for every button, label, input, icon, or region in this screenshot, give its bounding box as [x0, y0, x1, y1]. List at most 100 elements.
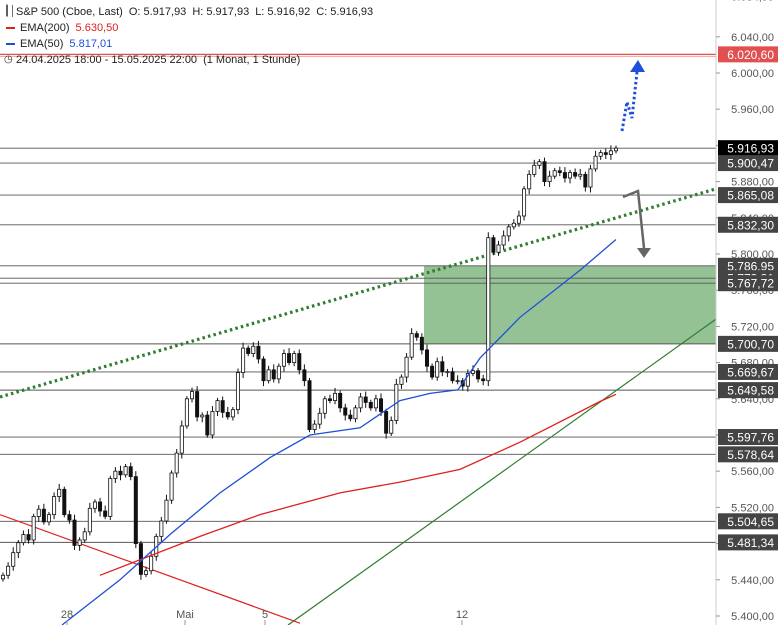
candle	[532, 159, 537, 178]
candle	[593, 150, 598, 172]
candlestick-icon: ┃│	[4, 6, 17, 17]
level-badge-bg	[718, 257, 778, 274]
candle	[261, 356, 266, 387]
candle	[26, 529, 31, 544]
candle	[537, 158, 542, 169]
candle-body	[333, 392, 338, 402]
candle-body	[522, 188, 527, 217]
candle	[435, 357, 440, 381]
candle-body	[108, 478, 113, 517]
down-projection-arrow	[622, 189, 651, 258]
x-tick-label: 12	[456, 609, 468, 621]
level-badge: 5.669,67	[718, 363, 778, 380]
candle	[399, 374, 404, 389]
trendline-dotted-support	[0, 187, 717, 399]
candle-body	[266, 369, 271, 382]
price-axis-background	[716, 0, 780, 625]
y-tick-label: 5.440,00	[731, 575, 774, 587]
candle	[205, 411, 210, 438]
candle	[123, 463, 128, 478]
candle-body	[174, 452, 179, 474]
candle-body	[578, 173, 583, 177]
candle-body	[430, 365, 435, 378]
candle	[389, 416, 394, 436]
candle	[404, 353, 409, 383]
y-tick-label: 6.040,00	[731, 32, 774, 44]
candle-body	[241, 347, 246, 373]
candle	[527, 170, 532, 195]
candle	[297, 349, 302, 375]
candle-body	[103, 510, 108, 517]
level-badge: 5.865,08	[718, 187, 778, 204]
level-badge-label: 5.832,30	[727, 218, 774, 232]
candle-body	[598, 152, 603, 157]
symbol-name[interactable]: S&P 500 (Cboe, Last)	[16, 6, 123, 18]
candle-body	[593, 155, 598, 170]
level-badge-bg	[718, 534, 778, 551]
candle	[424, 344, 429, 372]
candle-body	[486, 237, 491, 382]
candle	[327, 394, 332, 404]
level-badge-bg	[718, 155, 778, 172]
candle-body	[465, 373, 470, 387]
candle	[343, 403, 348, 421]
level-badge: 5.786,95	[718, 257, 778, 274]
candle-body	[552, 170, 557, 177]
candle	[52, 492, 57, 520]
candle-body	[353, 407, 358, 420]
candle-body	[501, 235, 506, 246]
candle-body	[281, 353, 286, 367]
candle	[552, 168, 557, 179]
candle	[307, 377, 312, 433]
candle	[481, 374, 486, 386]
candle-body	[149, 555, 154, 572]
candle-body	[363, 396, 368, 403]
candle	[31, 513, 36, 545]
candle-body	[144, 570, 149, 575]
y-tick-label: 6.000,00	[731, 68, 774, 80]
candle-body	[302, 369, 307, 382]
level-badge-label: 5.865,08	[727, 189, 774, 203]
candle	[614, 145, 619, 154]
candle	[312, 420, 317, 434]
candle	[200, 412, 205, 423]
candle-body	[440, 361, 445, 373]
candle-body	[92, 501, 97, 509]
level-badge: 5.578,64	[718, 446, 778, 463]
candle	[496, 240, 501, 256]
candle	[21, 530, 26, 546]
candle-body	[133, 476, 138, 545]
x-tick-label: Mai	[176, 609, 194, 621]
y-tick-label: 5.880,00	[731, 177, 774, 189]
candle-body	[317, 412, 322, 425]
candle	[0, 572, 6, 582]
level-badge: 5.900,47	[718, 155, 778, 172]
candle-body	[343, 407, 348, 416]
level-badge-label: 5.786,95	[727, 259, 774, 273]
ema200-label: EMA(200)	[20, 22, 70, 34]
candle-body	[287, 353, 292, 363]
candle-body	[67, 514, 72, 521]
candle	[338, 390, 343, 413]
trendline-green-trend	[287, 318, 717, 625]
candle-body	[46, 514, 51, 523]
candle	[501, 230, 506, 250]
candle-body	[455, 380, 460, 383]
ema50-legend[interactable]: EMA(50) 5.817,01	[4, 36, 373, 52]
ema200-legend[interactable]: EMA(200) 5.630,50	[4, 20, 373, 36]
level-badge-label: 5.597,76	[727, 431, 774, 445]
ema50-label: EMA(50)	[20, 38, 64, 50]
candle-body	[16, 542, 21, 554]
candle-body	[6, 565, 11, 576]
level-badge-bg	[718, 187, 778, 204]
candle	[486, 232, 491, 387]
candle-body	[312, 423, 317, 430]
candle-body	[26, 534, 31, 541]
candle-body	[220, 400, 225, 413]
level-badge-bg	[718, 335, 778, 352]
candle	[557, 166, 562, 177]
candle-body	[603, 152, 608, 155]
candle	[41, 503, 46, 525]
candle	[379, 393, 384, 416]
